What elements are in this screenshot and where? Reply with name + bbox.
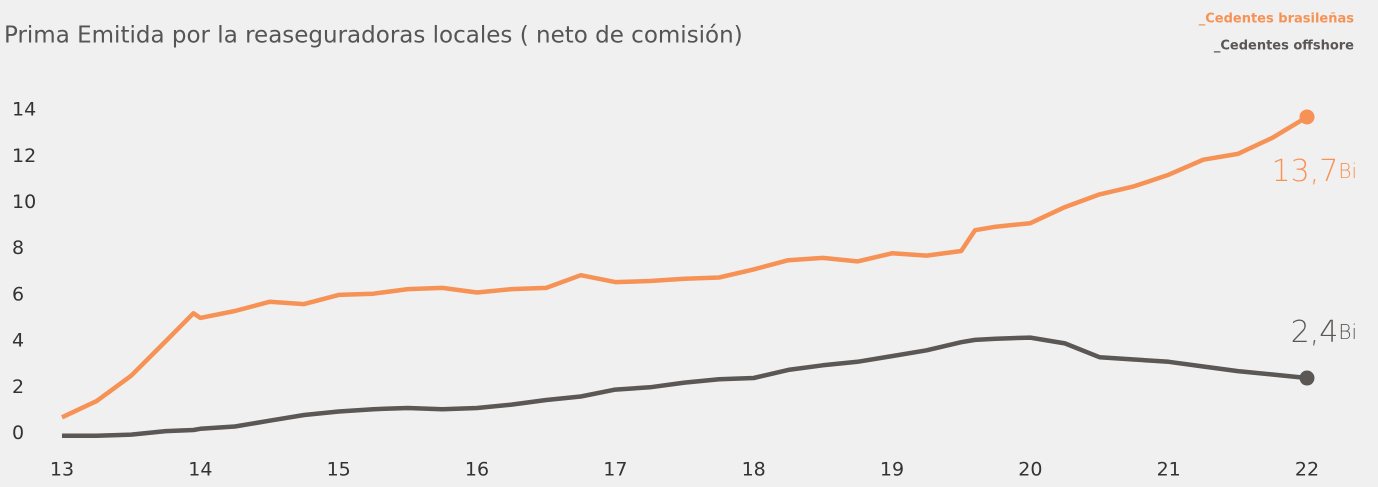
end-marker [1299,370,1315,386]
x-tick-label: 14 [188,459,212,481]
x-tick-label: 13 [50,459,74,481]
chart-title: Prima Emitida por la reaseguradoras loca… [4,23,743,49]
legend-entry: _Cedentes brasileñas [1199,12,1355,27]
y-tick-label: 8 [12,237,24,259]
end-label-value: 13,7 [1272,153,1339,188]
end-label: 2,4Bi [1291,315,1357,350]
y-tick-label: 10 [12,191,36,213]
y-tick-label: 14 [12,99,36,121]
end-label: 13,7Bi [1272,153,1357,188]
end-label-value: 2,4 [1291,315,1339,350]
series-line [61,115,1309,420]
x-tick-label: 21 [1157,459,1181,481]
legend-entry: _Cedentes offshore [1214,39,1354,54]
x-tick-label: 20 [1018,459,1042,481]
x-tick-label: 22 [1295,459,1319,481]
y-tick-label: 6 [12,283,24,305]
x-tick-label: 17 [603,459,627,481]
x-tick-label: 18 [742,459,766,481]
x-tick-label: 15 [327,459,351,481]
y-tick-label: 0 [12,422,24,444]
end-marker [1299,109,1315,125]
y-tick-label: 12 [12,145,36,167]
end-label-unit: Bi [1338,158,1357,182]
y-tick-label: 4 [12,330,24,352]
x-tick-label: 16 [465,459,489,481]
series-line [62,335,1308,439]
end-label-unit: Bi [1338,320,1357,344]
x-tick-label: 19 [880,459,904,481]
y-tick-label: 2 [12,376,24,398]
